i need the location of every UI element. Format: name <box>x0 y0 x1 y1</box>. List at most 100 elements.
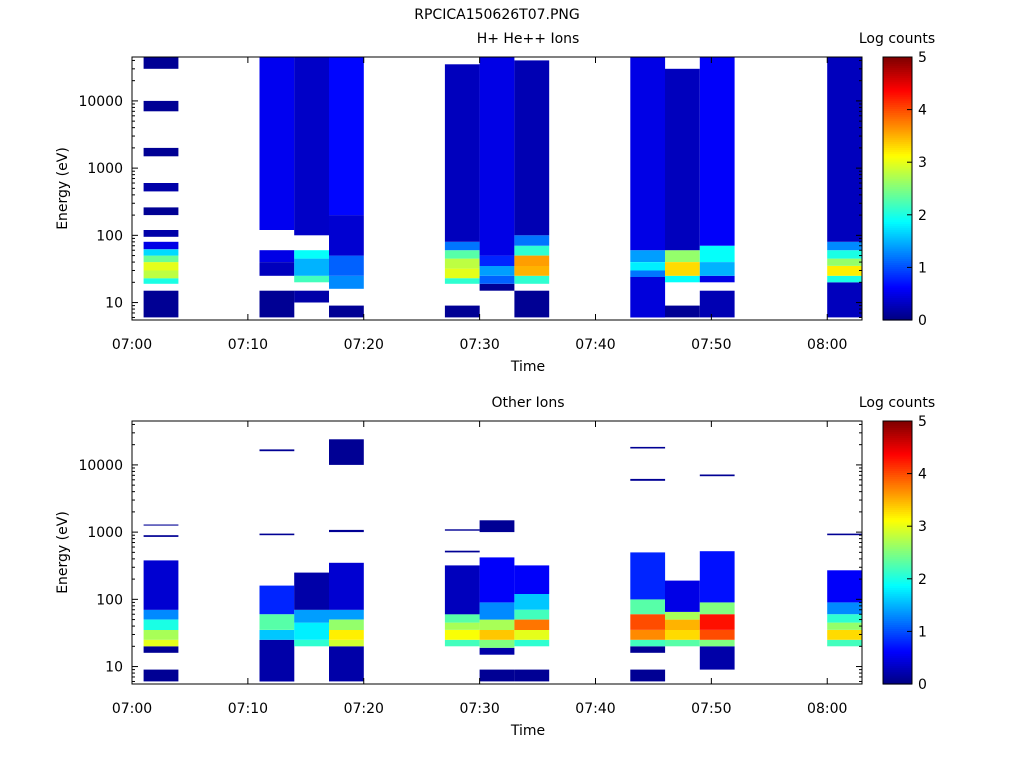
colorbar-swatch <box>883 225 912 229</box>
heatmap-cell <box>479 630 515 640</box>
colorbar-swatch <box>883 165 912 169</box>
colorbar-swatch <box>883 283 912 286</box>
colorbar-swatch <box>883 647 912 650</box>
colorbar-swatch <box>883 170 912 173</box>
heatmap-cell <box>329 630 364 640</box>
heatmap-cell <box>329 529 364 533</box>
colorbar-swatch <box>883 151 912 155</box>
colorbar-swatch <box>883 159 912 163</box>
heatmap-cell <box>444 622 480 630</box>
colorbar-swatch <box>883 564 912 568</box>
colorbar-swatch <box>883 435 912 439</box>
heatmap-cell <box>665 262 700 276</box>
heatmap-cell <box>294 275 329 283</box>
colorbar-swatch <box>883 126 912 130</box>
colorbar-swatch <box>883 677 912 681</box>
heatmap-cell <box>143 609 179 620</box>
heatmap-cell <box>665 305 700 318</box>
heatmap-cell <box>630 446 666 449</box>
colorbar-swatch <box>883 509 912 512</box>
heatmap-cell <box>699 245 735 262</box>
colorbar: 0 1 2 3 4 5 Log counts <box>859 31 935 329</box>
colorbar-swatch <box>883 673 912 677</box>
colorbar-tick-label: 2 <box>918 208 927 224</box>
heatmap-cell <box>699 474 735 477</box>
colorbar-swatch <box>883 511 912 515</box>
colorbar-swatch <box>883 194 912 198</box>
colorbar-swatch <box>883 490 912 494</box>
heatmap-cell <box>143 241 179 250</box>
colorbar-swatch <box>883 655 912 658</box>
heatmap-cell <box>827 630 862 640</box>
colorbar-swatch <box>883 626 912 630</box>
colorbar-swatch <box>883 122 912 126</box>
x-tick-label: 07:50 <box>691 701 731 717</box>
colorbar-swatch <box>883 540 912 543</box>
colorbar-swatch <box>883 110 912 114</box>
colorbar-swatch <box>883 433 912 436</box>
heatmap-cell <box>827 57 862 242</box>
colorbar-swatch <box>883 307 912 311</box>
colorbar-swatch <box>883 462 912 465</box>
panel-title: Other Ions <box>491 395 564 411</box>
heatmap-cell <box>699 262 735 276</box>
colorbar-swatch <box>883 254 912 257</box>
heatmap-cell <box>630 270 666 277</box>
x-tick-label: 07:20 <box>344 701 384 717</box>
colorbar-swatch <box>883 61 912 64</box>
colorbar-swatch <box>883 661 912 665</box>
colorbar-tick-label: 3 <box>918 519 927 535</box>
colorbar-swatch <box>883 472 912 476</box>
colorbar-swatch <box>883 89 912 93</box>
heatmap-cell <box>444 305 480 318</box>
colorbar-swatch <box>883 252 912 255</box>
colorbar-swatch <box>883 550 912 554</box>
colorbar-tick-label: 3 <box>918 155 927 171</box>
colorbar-swatch <box>883 421 912 424</box>
colorbar-swatch <box>883 200 912 204</box>
colorbar-swatch <box>883 278 912 282</box>
heatmap-cell <box>827 602 862 615</box>
colorbar-swatch <box>883 494 912 498</box>
colorbar-swatch <box>883 577 912 580</box>
colorbar-swatch <box>883 227 912 231</box>
colorbar-swatch <box>883 492 912 496</box>
heatmap-cell <box>329 275 364 289</box>
heatmap-cell <box>630 478 666 481</box>
colorbar-swatch <box>883 536 912 539</box>
colorbar-swatch <box>883 285 912 288</box>
heatmap-cell <box>444 64 480 242</box>
heatmap-cell <box>329 619 364 630</box>
heatmap-cell <box>143 249 179 256</box>
colorbar-frame <box>882 420 913 685</box>
colorbar-swatch <box>883 556 912 560</box>
heatmap-cell <box>514 669 550 682</box>
colorbar-swatch <box>883 213 912 216</box>
colorbar-swatch <box>883 431 912 434</box>
colorbar-swatch <box>883 437 912 441</box>
colorbar-swatch <box>883 262 912 266</box>
colorbar-swatch <box>883 202 912 206</box>
heatmap-cell <box>444 268 480 279</box>
heatmap-cell <box>827 241 862 251</box>
colorbar-swatch <box>883 521 912 525</box>
heatmap-cell <box>699 290 735 318</box>
colorbar-swatch <box>883 313 912 317</box>
colorbar-swatch <box>883 100 912 103</box>
heatmap-cell <box>143 535 179 537</box>
colorbar-swatch <box>883 566 912 570</box>
colorbar-swatch <box>883 581 912 584</box>
colorbar-tick-label: 5 <box>918 414 927 430</box>
heatmap-cell <box>827 282 862 318</box>
colorbar-swatch <box>883 239 912 243</box>
heatmap-cell <box>630 262 666 271</box>
colorbar-tick-label: 0 <box>918 313 927 329</box>
heatmap-cell <box>143 100 179 112</box>
heatmap-cell <box>630 646 666 653</box>
colorbar-swatch <box>883 223 912 227</box>
x-tick-label: 07:10 <box>228 701 268 717</box>
colorbar-swatch <box>883 157 912 161</box>
colorbar-swatch <box>883 184 912 188</box>
heatmap-cell <box>329 639 364 647</box>
heatmap-cell <box>329 57 364 216</box>
